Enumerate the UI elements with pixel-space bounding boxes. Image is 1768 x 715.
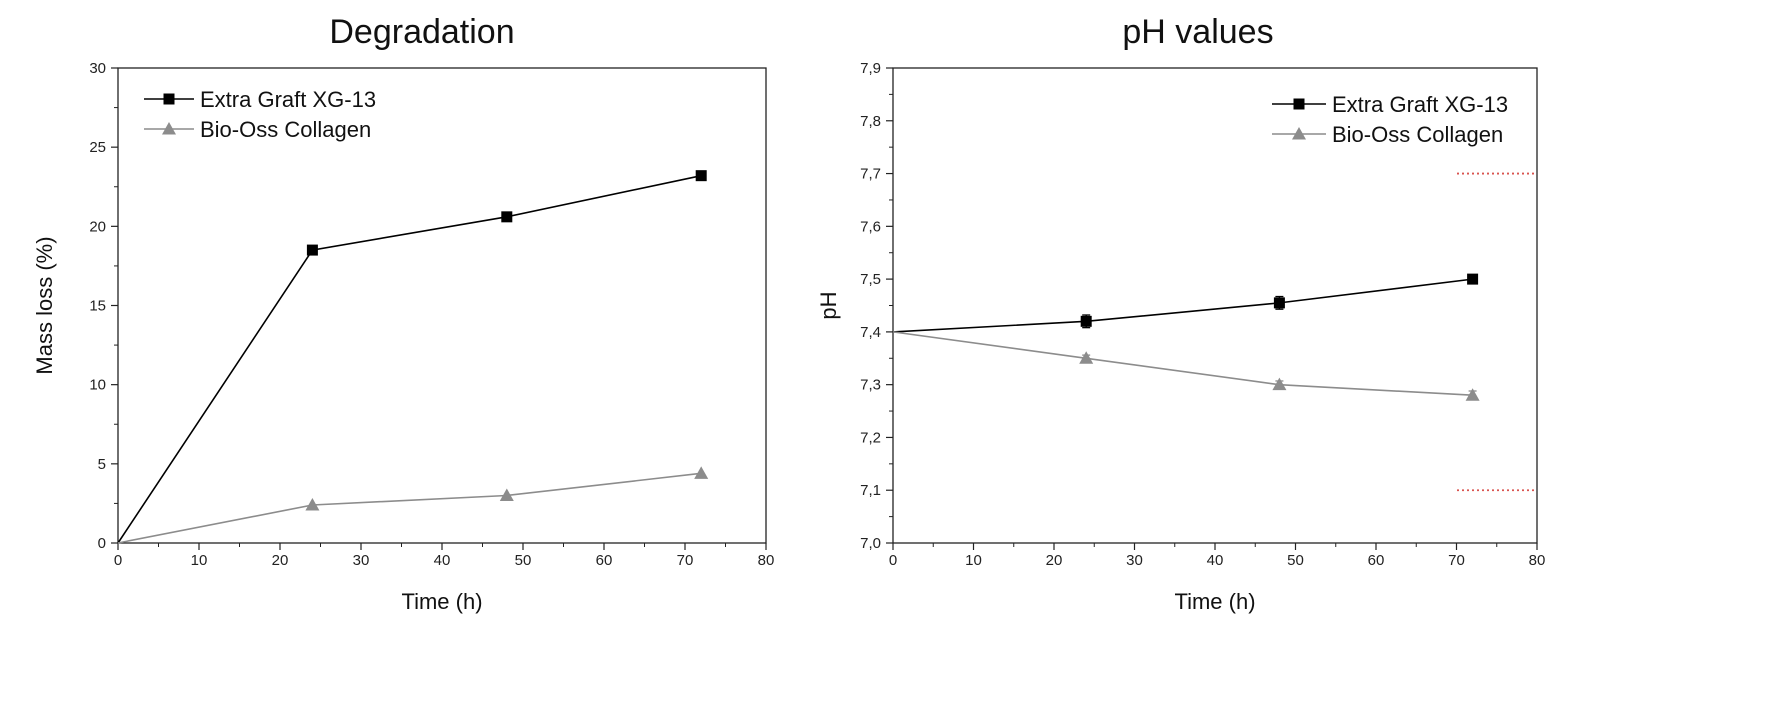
data-point	[305, 498, 320, 511]
y-tick-label: 15	[89, 298, 106, 315]
x-tick-label: 20	[1046, 552, 1063, 569]
data-point	[1080, 315, 1092, 327]
y-tick-label: 7,8	[860, 113, 881, 130]
series-square	[117, 170, 707, 544]
y-tick-label: 7,2	[860, 429, 881, 446]
y-tick-label: 20	[89, 218, 106, 235]
series-line	[117, 472, 702, 544]
degradation-chart: Degradation 0 10 20 30 40 50 60 70 80 0 5 10 15 20 25 30…	[32, 13, 775, 614]
x-tick-label: 10	[965, 552, 982, 569]
data-point	[1465, 388, 1480, 401]
y-axis-label: Mass loss (%)	[32, 236, 57, 374]
series-triangle	[117, 466, 709, 544]
x-tick-label: 60	[596, 552, 613, 569]
data-point	[1273, 297, 1285, 309]
x-axis-label: Time (h)	[401, 589, 482, 614]
y-tick-label: 0	[98, 535, 106, 552]
legend-marker	[162, 122, 176, 135]
series-square	[892, 273, 1479, 333]
data-point	[1467, 273, 1479, 285]
y-tick-label: 7,4	[860, 324, 881, 341]
legend-label: Bio-Oss Collagen	[1332, 122, 1503, 147]
y-tick-label: 30	[89, 60, 106, 77]
x-tick-label: 40	[434, 552, 451, 569]
y-tick-label: 10	[89, 377, 106, 394]
y-tick-label: 7,0	[860, 535, 881, 552]
y-axis-label: pH	[816, 291, 841, 319]
data-point	[499, 488, 514, 501]
data-point	[694, 466, 709, 479]
x-tick-label: 20	[272, 552, 289, 569]
series-line	[892, 331, 1473, 397]
x-tick-label: 10	[191, 552, 208, 569]
x-tick-label: 50	[1287, 552, 1304, 569]
x-tick-label: 60	[1368, 552, 1385, 569]
chart-title: Degradation	[329, 13, 514, 51]
legend-marker	[1293, 98, 1305, 110]
x-axis-label: Time (h)	[1174, 589, 1255, 614]
y-tick-label: 7,7	[860, 166, 881, 183]
y-tick-label: 5	[98, 456, 106, 473]
y-tick-label: 7,6	[860, 218, 881, 235]
y-tick-label: 25	[89, 139, 106, 156]
ph-values-chart: pH values 0 10 20 30 40 50 60 70 80 7,0 7,1 7,2 7,3 7,…	[816, 13, 1546, 614]
data-point	[306, 244, 318, 256]
x-tick-label: 70	[677, 552, 694, 569]
x-tick-label: 80	[1529, 552, 1546, 569]
series-triangle	[892, 331, 1480, 401]
data-point	[695, 170, 707, 182]
y-tick-label: 7,9	[860, 60, 881, 77]
x-tick-label: 50	[515, 552, 532, 569]
x-tick-label: 40	[1207, 552, 1224, 569]
y-tick-label: 7,5	[860, 271, 881, 288]
x-tick-label: 30	[353, 552, 370, 569]
x-tick-label: 0	[889, 552, 897, 569]
x-tick-label: 70	[1448, 552, 1465, 569]
x-tick-label: 80	[758, 552, 775, 569]
legend-marker	[1292, 127, 1306, 140]
series-line	[892, 278, 1473, 333]
series-line	[117, 174, 702, 544]
x-tick-label: 0	[114, 552, 122, 569]
data-point	[501, 211, 513, 223]
legend-label: Bio-Oss Collagen	[200, 117, 371, 142]
data-point	[1272, 377, 1287, 391]
chart-title: pH values	[1122, 13, 1273, 51]
data-point	[1079, 351, 1094, 364]
legend-label: Extra Graft XG-13	[200, 87, 376, 112]
x-tick-label: 30	[1126, 552, 1143, 569]
y-tick-label: 7,3	[860, 377, 881, 394]
legend-label: Extra Graft XG-13	[1332, 92, 1508, 117]
y-tick-label: 7,1	[860, 482, 881, 499]
legend-marker	[163, 93, 175, 105]
